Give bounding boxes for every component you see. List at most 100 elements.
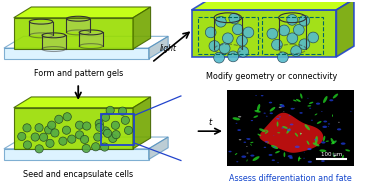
Ellipse shape xyxy=(284,152,285,157)
Ellipse shape xyxy=(238,116,241,118)
Ellipse shape xyxy=(326,141,329,142)
Ellipse shape xyxy=(287,128,291,134)
Bar xyxy=(101,114,134,145)
Ellipse shape xyxy=(264,113,266,114)
Ellipse shape xyxy=(308,148,311,150)
Ellipse shape xyxy=(68,135,76,143)
Ellipse shape xyxy=(342,155,344,160)
Text: Modify geometry or connectivity: Modify geometry or connectivity xyxy=(206,71,338,81)
Ellipse shape xyxy=(333,152,334,154)
Ellipse shape xyxy=(241,155,246,158)
Ellipse shape xyxy=(350,111,352,112)
Polygon shape xyxy=(133,7,151,49)
Ellipse shape xyxy=(259,128,266,132)
Ellipse shape xyxy=(283,111,284,112)
Ellipse shape xyxy=(307,141,310,145)
Ellipse shape xyxy=(31,133,39,141)
Ellipse shape xyxy=(333,155,335,157)
Ellipse shape xyxy=(322,126,327,128)
Ellipse shape xyxy=(277,162,279,163)
Ellipse shape xyxy=(289,115,291,116)
Ellipse shape xyxy=(264,147,266,148)
Ellipse shape xyxy=(307,148,312,150)
Ellipse shape xyxy=(235,153,237,155)
Ellipse shape xyxy=(237,129,241,131)
Ellipse shape xyxy=(273,135,274,136)
Ellipse shape xyxy=(39,133,48,141)
Ellipse shape xyxy=(239,139,241,140)
Ellipse shape xyxy=(251,120,253,121)
Ellipse shape xyxy=(265,131,269,134)
Ellipse shape xyxy=(35,124,43,132)
Ellipse shape xyxy=(288,155,292,157)
Ellipse shape xyxy=(300,93,303,99)
Ellipse shape xyxy=(273,146,276,148)
Ellipse shape xyxy=(323,96,327,103)
Ellipse shape xyxy=(308,32,319,43)
Text: 100 μm: 100 μm xyxy=(321,152,342,157)
Ellipse shape xyxy=(261,95,264,96)
Ellipse shape xyxy=(228,51,239,62)
Ellipse shape xyxy=(101,113,110,121)
Ellipse shape xyxy=(238,46,249,57)
Ellipse shape xyxy=(309,102,314,104)
Ellipse shape xyxy=(243,27,254,38)
Bar xyxy=(262,17,323,54)
Ellipse shape xyxy=(229,13,240,24)
Text: light: light xyxy=(160,44,176,53)
Ellipse shape xyxy=(209,41,220,51)
Text: Form and pattern gels: Form and pattern gels xyxy=(34,69,123,78)
Ellipse shape xyxy=(287,129,291,131)
Ellipse shape xyxy=(269,102,272,103)
Ellipse shape xyxy=(328,123,330,125)
Ellipse shape xyxy=(331,138,334,144)
Polygon shape xyxy=(260,113,323,153)
Ellipse shape xyxy=(111,121,119,129)
Ellipse shape xyxy=(309,108,311,109)
Ellipse shape xyxy=(112,131,120,139)
Ellipse shape xyxy=(104,129,112,137)
Ellipse shape xyxy=(293,24,304,35)
Ellipse shape xyxy=(265,141,268,143)
Ellipse shape xyxy=(277,122,278,127)
Ellipse shape xyxy=(307,105,311,107)
Ellipse shape xyxy=(269,154,273,156)
Polygon shape xyxy=(14,7,151,18)
Ellipse shape xyxy=(277,132,280,133)
Ellipse shape xyxy=(250,142,253,143)
Ellipse shape xyxy=(271,145,278,149)
Ellipse shape xyxy=(276,118,280,120)
Ellipse shape xyxy=(278,116,281,117)
Polygon shape xyxy=(192,0,354,10)
Ellipse shape xyxy=(23,141,31,149)
Polygon shape xyxy=(29,22,53,35)
Polygon shape xyxy=(79,32,103,46)
Ellipse shape xyxy=(205,27,216,38)
Ellipse shape xyxy=(299,15,310,26)
Polygon shape xyxy=(133,97,151,149)
Polygon shape xyxy=(337,0,354,57)
Ellipse shape xyxy=(23,124,31,132)
Ellipse shape xyxy=(291,46,301,57)
Polygon shape xyxy=(4,137,168,149)
Ellipse shape xyxy=(331,140,337,144)
Polygon shape xyxy=(149,36,168,59)
Ellipse shape xyxy=(246,138,247,139)
Ellipse shape xyxy=(228,151,232,152)
Ellipse shape xyxy=(316,103,320,105)
Ellipse shape xyxy=(235,123,237,124)
Ellipse shape xyxy=(82,122,91,130)
Ellipse shape xyxy=(299,39,310,50)
Bar xyxy=(197,17,258,54)
Ellipse shape xyxy=(101,143,109,151)
Ellipse shape xyxy=(303,158,305,159)
Ellipse shape xyxy=(82,144,91,153)
Ellipse shape xyxy=(315,136,318,144)
Ellipse shape xyxy=(313,143,319,146)
Ellipse shape xyxy=(275,151,280,153)
Ellipse shape xyxy=(265,130,268,131)
Polygon shape xyxy=(42,35,65,49)
Ellipse shape xyxy=(293,100,297,101)
Ellipse shape xyxy=(323,136,325,142)
Ellipse shape xyxy=(329,99,333,101)
